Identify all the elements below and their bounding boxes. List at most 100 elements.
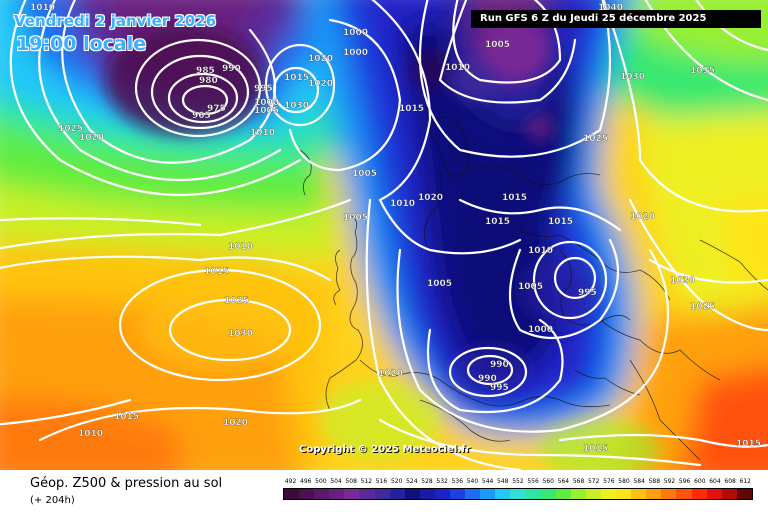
isobar-label: 1020 — [79, 133, 104, 143]
isobar-label: 1010 — [445, 63, 470, 73]
legend-bar: Géop. Z500 & pression au sol (+ 204h) 49… — [0, 470, 768, 512]
isobar-label: 1000 — [343, 28, 368, 38]
isobar-label: 1025 — [224, 296, 249, 306]
isobar-label: 1005 — [254, 106, 279, 116]
scale-swatch — [616, 489, 632, 499]
scale-value-label: 564 — [557, 478, 570, 485]
isobar-label: 1015 — [736, 439, 761, 449]
isobar-lines — [0, 0, 768, 470]
scale-swatch — [585, 489, 601, 499]
isobar-label: 1035 — [690, 66, 715, 76]
scale-swatch — [299, 489, 315, 499]
forecast-date: Vendredi 2 janvier 2026 — [14, 12, 217, 30]
scale-swatch — [344, 489, 360, 499]
coastlines — [299, 116, 768, 461]
scale-value-label: 528 — [421, 478, 433, 485]
isobar-label: 1030 — [284, 101, 309, 111]
isobar-label: 980 — [199, 76, 218, 86]
scale-value-label: 592 — [663, 478, 676, 485]
isobar-label: 990 — [478, 374, 497, 384]
forecast-time: 19:00 locale — [16, 33, 147, 55]
isobar-label: 995 — [490, 383, 509, 393]
isobar-label: 1000 — [254, 98, 279, 108]
scale-swatch — [676, 489, 692, 499]
run-info-box: Run GFS 6 Z du Jeudi 25 décembre 2025 — [471, 10, 761, 28]
isobar-label: 1010 — [528, 246, 553, 256]
scale-value-label: 544 — [481, 478, 494, 485]
isobar-label: 1025 — [583, 134, 608, 144]
lead-time: (+ 204h) — [30, 495, 75, 506]
isobar-label: 1015 — [399, 104, 424, 114]
scale-value-label: 596 — [678, 478, 691, 485]
isobar-label: 1010 — [250, 128, 275, 138]
scale-value-label: 520 — [390, 478, 403, 485]
scale-value-label: 568 — [572, 478, 585, 485]
copyright-text: Copyright © 2025 Meteociel.fr — [299, 444, 471, 455]
color-scale — [283, 488, 753, 500]
scale-swatch — [480, 489, 496, 499]
scale-value-label: 588 — [648, 478, 661, 485]
isobar-label: 965 — [192, 111, 211, 121]
isobar-label: 1020 — [308, 54, 333, 64]
isobar-label: 1020 — [308, 79, 333, 89]
scale-swatch — [434, 489, 451, 499]
isobar-label: 1005 — [343, 213, 368, 223]
scale-swatch — [721, 489, 737, 499]
scale-value-label: 532 — [436, 478, 448, 485]
isobar-label: 1030 — [620, 72, 645, 82]
isobar-label: 1005 — [427, 279, 452, 289]
scale-swatch — [374, 489, 390, 499]
isobar-label: 1020 — [630, 212, 655, 222]
scale-swatch — [404, 489, 420, 499]
scale-value-label: 508 — [345, 478, 357, 485]
scale-swatch — [540, 489, 556, 499]
isobar-label: 1010 — [78, 429, 103, 439]
isobar-label: 1020 — [223, 418, 248, 428]
scale-value-label: 496 — [300, 478, 312, 485]
scale-swatch — [661, 489, 677, 499]
isobar-label: 1005 — [485, 40, 510, 50]
scale-swatch — [555, 489, 571, 499]
scale-swatch — [329, 489, 345, 499]
scale-value-label: 524 — [406, 478, 418, 485]
scale-value-label: 504 — [330, 478, 342, 485]
isobar-label: 1015 — [485, 217, 510, 227]
scale-value-label: 548 — [497, 478, 509, 485]
scale-swatch — [646, 489, 662, 499]
isobar-label: 1000 — [343, 48, 368, 58]
scale-value-label: 540 — [466, 478, 479, 485]
scale-swatch — [510, 489, 526, 499]
scale-swatch — [284, 489, 300, 499]
scale-swatch — [631, 489, 647, 499]
scale-value-label: 576 — [603, 478, 615, 485]
scale-swatch — [525, 489, 541, 499]
isobar-label: 995 — [254, 84, 273, 94]
scale-value-label: 600 — [694, 478, 706, 485]
isobar-label: 1005 — [518, 282, 543, 292]
isobar-label: 1015 — [502, 193, 527, 203]
isobar-label: 1015 — [204, 267, 229, 277]
isobar-label: 1015 — [548, 217, 573, 227]
isobar-label: 1010 — [30, 3, 55, 13]
scale-value-label: 552 — [512, 478, 524, 485]
scale-swatch — [389, 489, 405, 499]
scale-value-label: 516 — [375, 478, 388, 485]
scale-swatch — [600, 489, 617, 499]
scale-swatch — [706, 489, 722, 499]
isobar-label: 1000 — [528, 325, 553, 335]
isobar-label: 1020 — [378, 369, 403, 379]
scale-swatch — [691, 489, 707, 499]
scale-swatch — [465, 489, 481, 499]
scale-swatch — [419, 489, 435, 499]
scale-swatch — [570, 489, 586, 499]
scale-value-label: 512 — [360, 478, 373, 485]
isobar-label: 1020 — [418, 193, 443, 203]
isobar-label: 990 — [222, 64, 241, 74]
isobar-label: 1015 — [583, 444, 608, 454]
isobar-label: 995 — [578, 288, 597, 298]
scale-value-label: 560 — [542, 478, 554, 485]
scale-swatch — [736, 489, 752, 499]
scale-value-label: 536 — [451, 478, 464, 485]
